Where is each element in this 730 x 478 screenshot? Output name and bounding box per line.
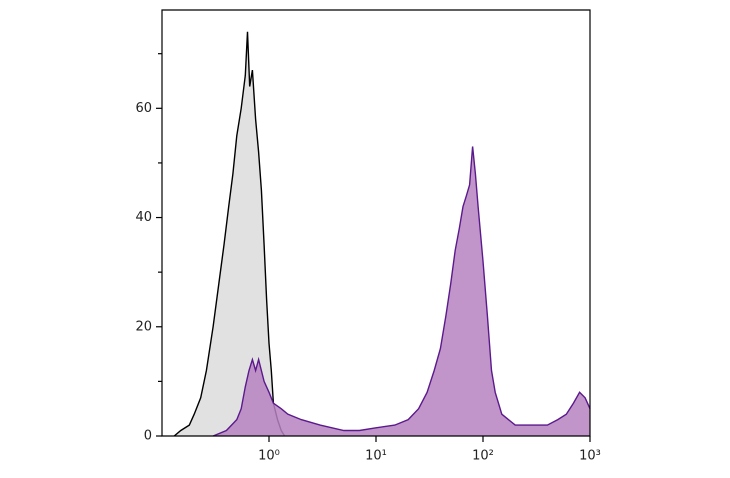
y-tick-label: 40	[135, 210, 152, 225]
x-tick-label: 10¹	[365, 449, 387, 464]
histogram-line	[212, 146, 591, 437]
histogram-area	[213, 146, 590, 436]
y-tick-label: 0	[144, 429, 152, 444]
histogram-line	[173, 31, 286, 437]
y-tick-label: 20	[135, 319, 152, 334]
y-tick-label: 60	[135, 101, 152, 116]
x-tick-label: 10²	[472, 449, 494, 464]
x-tick-label: 10⁰	[258, 449, 280, 464]
histogram-area	[174, 31, 285, 437]
x-tick-label: 10³	[579, 449, 601, 464]
